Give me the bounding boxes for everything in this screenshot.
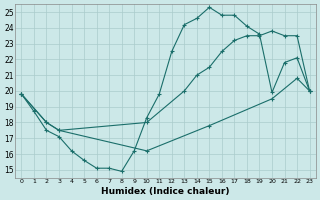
X-axis label: Humidex (Indice chaleur): Humidex (Indice chaleur)	[101, 187, 230, 196]
